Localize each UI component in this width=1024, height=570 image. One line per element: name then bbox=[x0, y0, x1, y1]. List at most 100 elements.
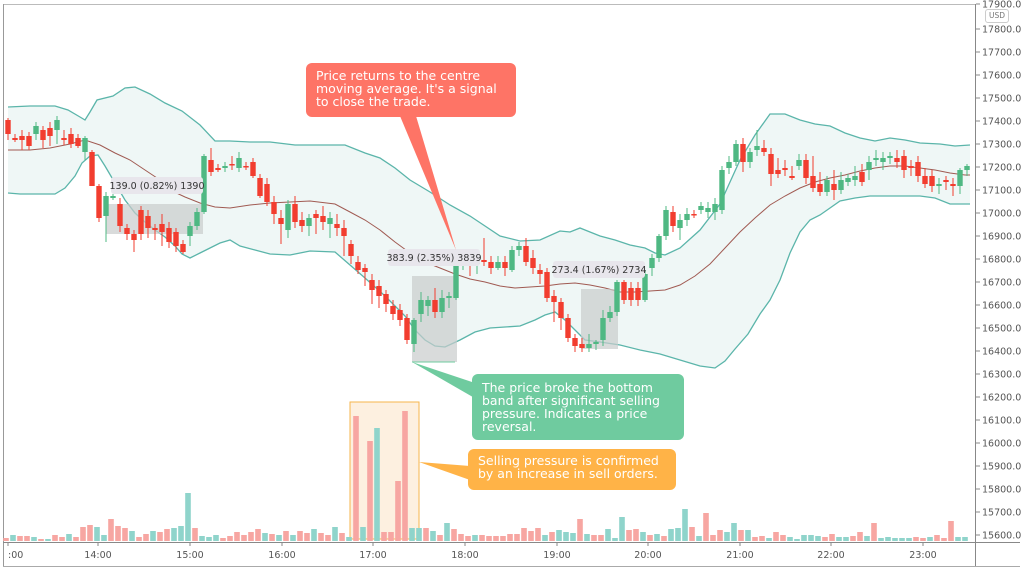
candle[interactable] bbox=[733, 140, 739, 166]
candle[interactable] bbox=[950, 178, 956, 196]
candle[interactable] bbox=[635, 282, 641, 306]
candle[interactable] bbox=[607, 306, 613, 322]
candle[interactable] bbox=[12, 134, 18, 142]
candle[interactable] bbox=[747, 148, 753, 168]
candle[interactable] bbox=[131, 230, 137, 252]
candle[interactable] bbox=[278, 210, 284, 244]
candle[interactable] bbox=[852, 166, 858, 186]
candle[interactable] bbox=[180, 240, 186, 254]
measure-box-3[interactable] bbox=[581, 289, 618, 349]
candle[interactable] bbox=[397, 304, 403, 326]
candle[interactable] bbox=[761, 140, 767, 156]
candle[interactable] bbox=[824, 176, 830, 196]
candle[interactable] bbox=[964, 164, 970, 176]
candle[interactable] bbox=[803, 154, 809, 184]
candle[interactable] bbox=[894, 150, 900, 168]
candle[interactable] bbox=[817, 172, 823, 196]
candle[interactable] bbox=[306, 214, 312, 236]
candle[interactable] bbox=[656, 234, 662, 262]
candle[interactable] bbox=[348, 240, 354, 264]
currency-badge[interactable]: USD bbox=[985, 9, 1009, 23]
candle[interactable] bbox=[915, 156, 921, 182]
candle[interactable] bbox=[243, 162, 249, 170]
candle[interactable] bbox=[537, 264, 543, 284]
candle[interactable] bbox=[565, 314, 571, 342]
candle[interactable] bbox=[873, 150, 879, 166]
candle[interactable] bbox=[642, 270, 648, 302]
candle[interactable] bbox=[61, 130, 67, 145]
candle[interactable] bbox=[355, 256, 361, 274]
candle[interactable] bbox=[173, 228, 179, 252]
candle[interactable] bbox=[649, 254, 655, 276]
candle[interactable] bbox=[516, 242, 522, 256]
candle[interactable] bbox=[831, 170, 837, 200]
candle[interactable] bbox=[26, 132, 32, 150]
candle[interactable] bbox=[250, 158, 256, 178]
candle[interactable] bbox=[621, 280, 627, 304]
candle[interactable] bbox=[110, 194, 116, 200]
candle[interactable] bbox=[201, 154, 207, 214]
candle[interactable] bbox=[19, 130, 25, 150]
candle[interactable] bbox=[775, 158, 781, 178]
candle[interactable] bbox=[117, 198, 123, 232]
candle[interactable] bbox=[551, 290, 557, 322]
candle[interactable] bbox=[628, 282, 634, 306]
candle[interactable] bbox=[705, 202, 711, 218]
candle[interactable] bbox=[439, 290, 445, 318]
candle[interactable] bbox=[47, 122, 53, 146]
candle[interactable] bbox=[782, 160, 788, 176]
candle[interactable] bbox=[341, 220, 347, 256]
candle[interactable] bbox=[418, 292, 424, 322]
candle[interactable] bbox=[670, 206, 676, 232]
candle[interactable] bbox=[327, 212, 333, 238]
candle[interactable] bbox=[236, 152, 242, 172]
candle[interactable] bbox=[271, 196, 277, 224]
candle[interactable] bbox=[845, 174, 851, 186]
candle[interactable] bbox=[369, 274, 375, 304]
candle[interactable] bbox=[68, 128, 74, 148]
candle[interactable] bbox=[166, 222, 172, 248]
candle[interactable] bbox=[579, 338, 585, 352]
candle[interactable] bbox=[530, 250, 536, 274]
time-axis[interactable]: :00 14:00 15:00 16:00 17:00 18:00 19:00 20:00 21… bbox=[7, 542, 937, 561]
candle[interactable] bbox=[712, 198, 718, 220]
candle[interactable] bbox=[572, 334, 578, 352]
candle[interactable] bbox=[901, 150, 907, 178]
candle[interactable] bbox=[600, 310, 606, 346]
candle[interactable] bbox=[404, 314, 410, 344]
candle[interactable] bbox=[215, 164, 221, 172]
candle[interactable] bbox=[838, 172, 844, 194]
candle[interactable] bbox=[292, 196, 298, 228]
candle[interactable] bbox=[432, 288, 438, 318]
candle[interactable] bbox=[96, 184, 102, 222]
candle[interactable] bbox=[138, 206, 144, 240]
candle[interactable] bbox=[145, 210, 151, 238]
candle[interactable] bbox=[957, 168, 963, 194]
candle[interactable] bbox=[544, 268, 550, 302]
candle[interactable] bbox=[446, 292, 452, 308]
candle[interactable] bbox=[222, 162, 228, 172]
candle[interactable] bbox=[880, 152, 886, 170]
candle[interactable] bbox=[663, 206, 669, 240]
candle[interactable] bbox=[159, 214, 165, 246]
candle[interactable] bbox=[593, 340, 599, 350]
candle[interactable] bbox=[887, 152, 893, 164]
candle[interactable] bbox=[810, 156, 816, 192]
candle[interactable] bbox=[481, 238, 487, 266]
candle[interactable] bbox=[208, 148, 214, 176]
candle[interactable] bbox=[103, 192, 109, 242]
candle[interactable] bbox=[313, 210, 319, 234]
candle[interactable] bbox=[5, 118, 11, 140]
candle[interactable] bbox=[523, 238, 529, 266]
candle[interactable] bbox=[82, 136, 88, 160]
candle[interactable] bbox=[502, 256, 508, 276]
candle[interactable] bbox=[943, 176, 949, 190]
candle[interactable] bbox=[866, 156, 872, 180]
candle[interactable] bbox=[453, 262, 459, 300]
candle[interactable] bbox=[936, 178, 942, 194]
candle[interactable] bbox=[789, 166, 795, 180]
candle[interactable] bbox=[194, 208, 200, 230]
candle[interactable] bbox=[614, 280, 620, 316]
candle[interactable] bbox=[509, 246, 515, 272]
candle[interactable] bbox=[362, 264, 368, 286]
